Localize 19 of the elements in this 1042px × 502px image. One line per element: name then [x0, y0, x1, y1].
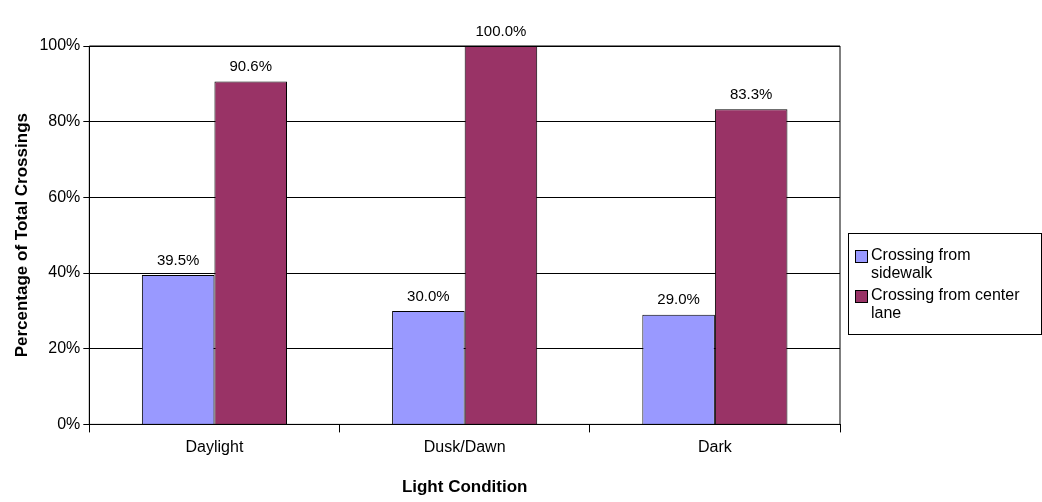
y-axis-title: Percentage of Total Crossings [11, 113, 31, 358]
x-tick-label: Dark [698, 438, 733, 456]
data-label: 29.0% [657, 290, 700, 308]
legend-label: Crossing from center lane [871, 286, 1021, 322]
data-label: 100.0% [475, 21, 527, 39]
y-tick-label: 100% [39, 36, 81, 54]
y-tick-label: 20% [48, 339, 81, 357]
y-tick-label: 60% [48, 187, 81, 205]
data-label: 39.5% [156, 250, 200, 268]
x-tick-label: Daylight [185, 438, 244, 456]
y-tick-label: 0% [57, 414, 81, 432]
data-label: 90.6% [229, 57, 272, 75]
x-tick-label: Dusk/Dawn [423, 438, 506, 456]
y-tick-label: 80% [48, 112, 81, 130]
legend-label: Crossing from sidewalk [871, 246, 972, 282]
y-tick-label: 40% [48, 263, 81, 281]
data-label: 83.3% [729, 84, 773, 102]
data-label: 30.0% [407, 286, 450, 304]
x-axis-title: Light Condition [401, 477, 528, 497]
